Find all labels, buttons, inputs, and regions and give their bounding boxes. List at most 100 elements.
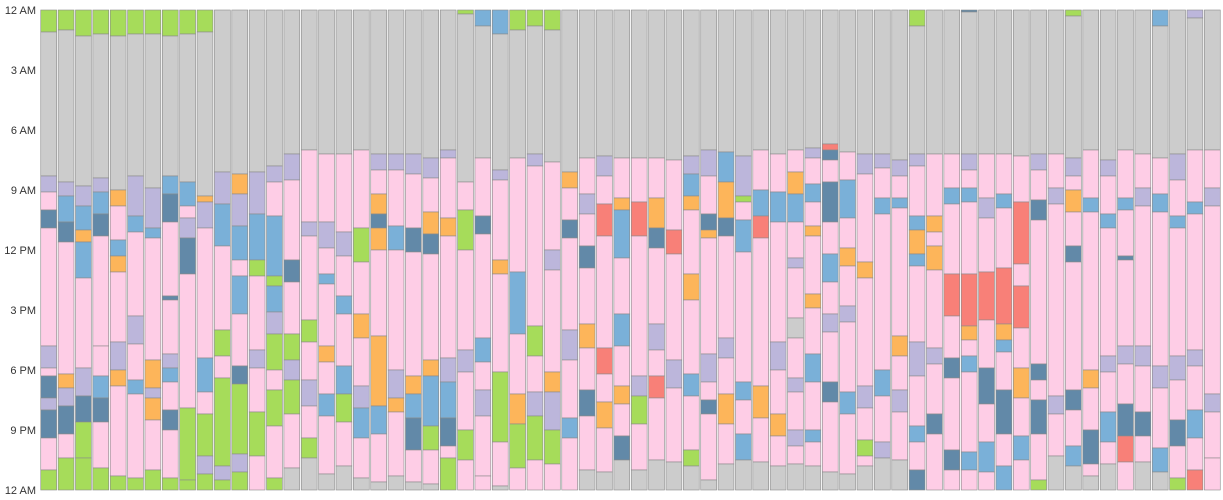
segment-pink	[1186, 213, 1204, 351]
segment-steel	[40, 409, 57, 439]
segment-blue	[1013, 435, 1030, 461]
segment-sleep	[1151, 471, 1169, 491]
segment-pink	[248, 455, 266, 491]
segment-sleep	[283, 9, 301, 155]
segment-green	[908, 9, 926, 27]
segment-steel	[1082, 429, 1099, 465]
segment-pink	[648, 157, 665, 199]
column	[214, 9, 231, 491]
segment-pink	[596, 427, 613, 473]
segment-orange	[891, 335, 908, 357]
segment-blue	[1169, 215, 1186, 229]
segment-lavender	[544, 249, 561, 271]
segment-pink	[196, 227, 214, 359]
segment-orange	[492, 259, 509, 275]
segment-steel	[995, 389, 1013, 435]
segment-pink	[1204, 205, 1221, 395]
segment-pink	[439, 235, 457, 359]
segment-lavender	[787, 377, 804, 393]
segment-green	[231, 383, 248, 455]
segment-pink	[544, 161, 561, 251]
segment-sleep	[717, 463, 735, 491]
segment-lavender	[474, 389, 492, 417]
segment-pink	[1151, 387, 1169, 449]
segment-green	[630, 395, 648, 425]
segment-steel	[926, 413, 943, 435]
segment-pink	[926, 269, 943, 349]
segment-green	[196, 9, 214, 33]
column	[40, 9, 57, 491]
segment-pink	[231, 313, 248, 367]
segment-lavender	[214, 465, 231, 481]
segment-pink	[422, 253, 440, 361]
segment-sleep	[735, 459, 752, 491]
segment-pink	[422, 449, 440, 485]
segment-green	[196, 473, 214, 491]
segment-sleep	[735, 9, 752, 157]
segment-steel	[978, 367, 995, 405]
segment-orange	[405, 375, 422, 395]
segment-sleep	[1169, 9, 1186, 155]
segment-pink	[891, 411, 908, 461]
segment-pink	[804, 157, 822, 185]
segment-lavender	[1186, 349, 1204, 367]
segment-lavender	[1099, 159, 1117, 177]
column	[717, 9, 735, 491]
segment-pink	[474, 475, 492, 491]
segment-blue	[266, 215, 283, 277]
segment-pink	[630, 157, 648, 203]
segment-sleep	[630, 469, 648, 491]
segment-pink	[874, 213, 891, 371]
segment-lavender	[405, 153, 422, 175]
segment-lavender	[457, 349, 474, 373]
column	[752, 9, 769, 491]
segment-steel	[1030, 363, 1047, 381]
segment-sleep	[995, 9, 1013, 155]
segment-pink	[821, 221, 839, 255]
segment-steel	[1134, 411, 1152, 437]
segment-pink	[162, 381, 179, 411]
segment-blue	[613, 209, 631, 259]
segment-lavender	[127, 315, 144, 345]
segment-sleep	[596, 9, 613, 157]
segment-sleep	[960, 11, 978, 155]
segment-pink	[1065, 211, 1082, 247]
segment-blue	[960, 355, 978, 373]
segment-pink	[1169, 179, 1186, 217]
segment-green	[127, 9, 144, 35]
column	[1186, 9, 1204, 491]
segment-pink	[109, 205, 127, 241]
segment-sleep	[839, 9, 856, 153]
segment-lavender	[439, 149, 457, 159]
segment-lavender	[144, 187, 162, 229]
segment-pink	[127, 231, 144, 317]
segment-pink	[1013, 459, 1030, 491]
segment-pink	[1013, 155, 1030, 203]
segment-pink	[492, 273, 509, 373]
segment-pink	[943, 377, 961, 451]
segment-blue	[144, 227, 162, 239]
segment-pink	[75, 277, 92, 369]
segment-green	[283, 333, 301, 361]
segment-pink	[300, 341, 318, 381]
segment-pink	[387, 411, 405, 477]
segment-steel	[1117, 255, 1134, 261]
segment-lavender	[683, 155, 700, 175]
segment-blue	[387, 225, 405, 251]
segment-sleep	[370, 9, 387, 155]
segment-pink	[457, 249, 474, 351]
segment-red	[1186, 469, 1204, 491]
segment-pink	[266, 181, 283, 217]
segment-orange	[370, 193, 387, 215]
segment-sleep	[578, 9, 596, 159]
segment-steel	[943, 357, 961, 379]
segment-pink	[283, 281, 301, 335]
segment-lavender	[544, 391, 561, 431]
segment-steel	[1065, 245, 1082, 263]
segment-lavender	[578, 193, 596, 215]
segment-pink	[492, 441, 509, 487]
segment-steel	[40, 209, 57, 229]
segment-blue	[92, 375, 110, 399]
segment-pink	[735, 251, 752, 383]
